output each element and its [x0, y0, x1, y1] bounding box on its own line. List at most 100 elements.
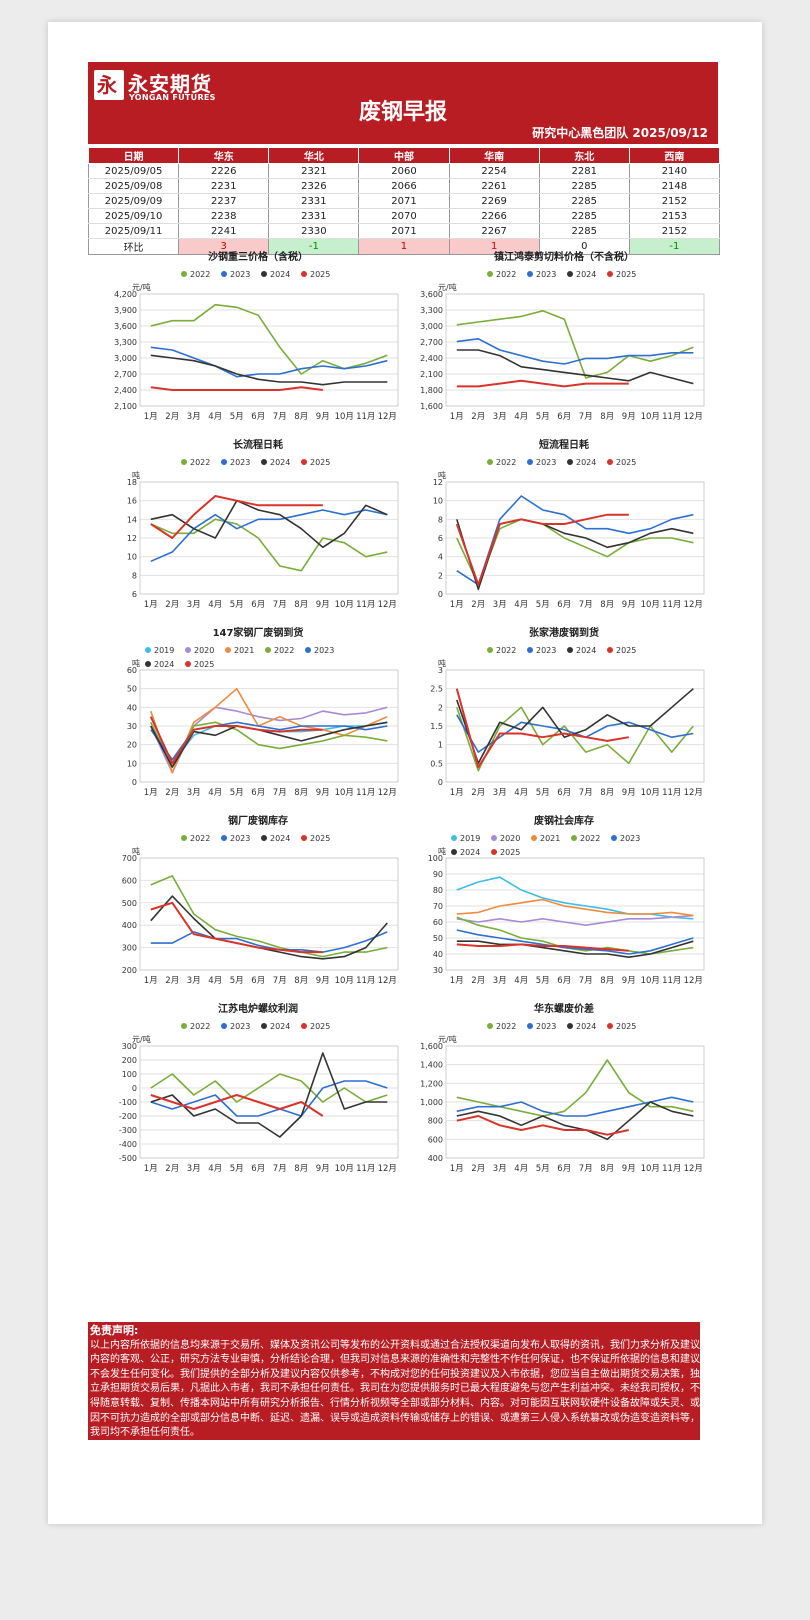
y-tick-label: 3,000	[114, 354, 137, 363]
legend-marker	[527, 1023, 533, 1029]
y-unit-label: 吨	[132, 470, 140, 480]
report-header: 永 永安期货 YONGAN FUTURES 废钢早报 研究中心黑色团队 2025…	[88, 62, 718, 144]
series-line-2023	[456, 929, 694, 955]
legend-label: 2023	[536, 270, 556, 279]
table-cell: 2269	[448, 193, 540, 209]
legend-marker	[301, 1023, 307, 1029]
legend-label: 2025	[500, 848, 520, 857]
table-cell: 2331	[268, 193, 360, 209]
x-tick-label: 10月	[641, 600, 660, 610]
y-tick-label: 3,900	[114, 306, 137, 315]
y-tick-label: 1,000	[420, 1098, 443, 1107]
y-tick-label: 6	[438, 534, 443, 543]
y-tick-label: 50	[127, 685, 137, 694]
legend-label: 2022	[496, 270, 516, 279]
plot-frame	[139, 293, 399, 407]
x-tick-label: 1月	[144, 788, 158, 798]
legend-label: 2025	[194, 660, 214, 669]
legend-marker	[301, 835, 307, 841]
chart-svg: 钢厂废钢库存 2022 2023 2024 2025 吨 200 300 400 500 600 70…	[122, 814, 399, 986]
x-tick-label: 6月	[251, 976, 265, 986]
legend-label: 2025	[310, 270, 330, 279]
y-tick-label: 800	[428, 1117, 443, 1126]
x-tick-label: 11月	[356, 412, 375, 422]
y-tick-label: 40	[433, 950, 443, 959]
chart-svg: 废钢社会库存 2019 2020 2021 2022 2023 2024 2025 吨 30 40 5…	[428, 814, 705, 986]
legend-label: 2023	[230, 270, 250, 279]
x-tick-label: 5月	[536, 1164, 550, 1174]
x-tick-label: 2月	[471, 600, 485, 610]
series-line-2024	[456, 940, 694, 958]
legend-label: 2024	[154, 660, 174, 669]
legend-label: 2025	[310, 458, 330, 467]
disclaimer-title: 免责声明:	[90, 1324, 139, 1337]
legend-marker	[145, 647, 151, 653]
table-cell: 2281	[538, 163, 630, 179]
series-line-2022	[150, 518, 388, 572]
chart-title: 钢厂废钢库存	[228, 814, 288, 827]
y-tick-label: 2,700	[114, 370, 137, 379]
y-tick-label: 40	[127, 703, 137, 712]
legend-label: 2024	[576, 270, 596, 279]
y-tick-label: 0	[132, 778, 137, 787]
legend-label: 2024	[576, 458, 596, 467]
col-header: 华南	[448, 147, 540, 164]
y-tick-label: 60	[433, 918, 443, 927]
x-tick-label: 4月	[208, 600, 222, 610]
legend-marker	[607, 1023, 613, 1029]
plot-frame	[445, 669, 705, 783]
legend-marker	[221, 1023, 227, 1029]
legend-marker	[181, 1023, 187, 1029]
y-tick-label: 100	[428, 854, 443, 863]
x-tick-label: 7月	[273, 412, 287, 422]
legend-marker	[221, 459, 227, 465]
y-tick-label: 500	[122, 899, 137, 908]
y-tick-label: 2.5	[430, 685, 443, 694]
y-tick-label: 400	[122, 921, 137, 930]
x-tick-label: 4月	[208, 1164, 222, 1174]
x-tick-label: 9月	[316, 788, 330, 798]
x-tick-label: 12月	[378, 412, 397, 422]
x-tick-label: 10月	[641, 788, 660, 798]
table-cell: 2025/09/08	[87, 178, 180, 194]
legend-marker	[487, 271, 493, 277]
change-cell: -1	[628, 238, 721, 255]
legend-marker	[221, 271, 227, 277]
y-tick-label: 12	[127, 534, 137, 543]
legend-marker	[567, 647, 573, 653]
x-tick-label: 4月	[514, 788, 528, 798]
series-line-2025	[150, 1094, 324, 1117]
disclaimer-text: 以上内容所依据的信息均来源于交易所、媒体及资讯公司等发布的公开资料或通过合法授权…	[90, 1339, 700, 1439]
x-tick-label: 11月	[662, 412, 681, 422]
legend-label: 2024	[270, 1022, 290, 1031]
legend-label: 2024	[270, 458, 290, 467]
table-cell: 2025/09/09	[87, 193, 180, 209]
x-tick-label: 5月	[230, 788, 244, 798]
chart-svg: 长流程日耗 2022 2023 2024 2025 吨 6 8 10 12 14 16 18 1月 2月 3月…	[127, 438, 399, 610]
y-tick-label: 3,300	[114, 338, 137, 347]
x-tick-label: 11月	[662, 976, 681, 986]
legend-label: 2023	[620, 834, 640, 843]
legend-label: 2021	[234, 646, 254, 655]
x-tick-label: 6月	[251, 412, 265, 422]
legend-label: 2019	[154, 646, 174, 655]
y-tick-label: 10	[127, 759, 137, 768]
x-tick-label: 1月	[450, 600, 464, 610]
x-tick-label: 12月	[378, 1164, 397, 1174]
col-header: 日期	[87, 147, 180, 164]
y-tick-label: -400	[119, 1140, 137, 1149]
series-line-2025	[455, 688, 629, 769]
table-row: 2025/09/09 2237 2331 2071 2269 2285 2152	[87, 193, 721, 209]
chart-title: 沙钢重三价格（含税）	[208, 250, 308, 263]
legend-label: 2022	[190, 458, 210, 467]
y-unit-label: 吨	[132, 846, 140, 856]
legend-label: 2023	[536, 1022, 556, 1031]
x-tick-label: 7月	[273, 1164, 287, 1174]
x-tick-label: 11月	[356, 600, 375, 610]
series-line-2022	[150, 303, 388, 375]
x-tick-label: 5月	[536, 600, 550, 610]
x-tick-label: 11月	[662, 1164, 681, 1174]
table-row: 2025/09/05 2226 2321 2060 2254 2281 2140	[87, 163, 721, 179]
legend-marker	[185, 647, 191, 653]
table-cell: 2060	[358, 163, 450, 179]
